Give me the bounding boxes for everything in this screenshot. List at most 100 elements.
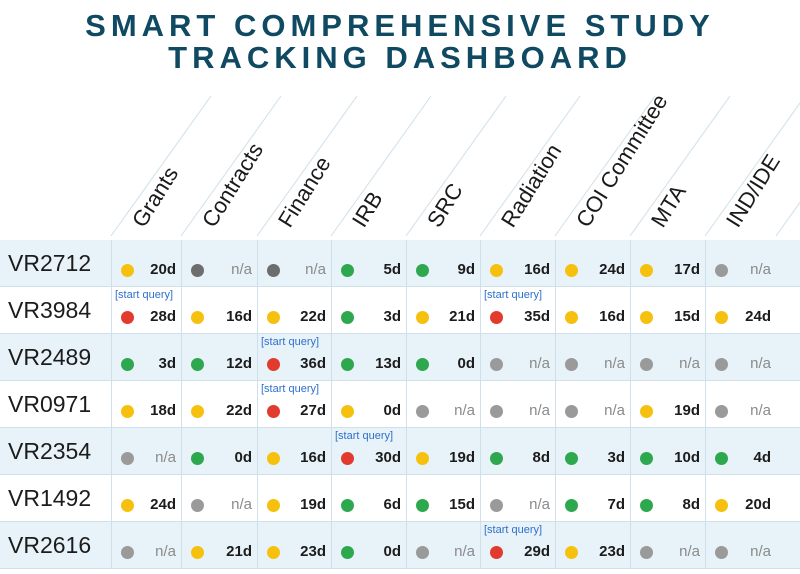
days-value: 0d	[234, 449, 252, 466]
status-cell: 0d	[406, 334, 481, 380]
days-value: n/a	[155, 449, 176, 466]
status-cell: [start query] 28d	[111, 287, 182, 333]
status-dot-icon	[267, 358, 280, 371]
days-value: 4d	[753, 449, 771, 466]
status-dot-icon	[715, 499, 728, 512]
days-value: n/a	[679, 543, 700, 560]
days-value: 22d	[226, 402, 252, 419]
row-divider	[0, 380, 800, 381]
status-cell: n/a	[480, 381, 556, 427]
status-dot-icon	[191, 264, 204, 277]
days-value: n/a	[604, 402, 625, 419]
study-id: VR2354	[8, 438, 92, 464]
status-cell: 18d	[111, 381, 182, 427]
days-value: 0d	[383, 402, 401, 419]
status-dot-icon	[121, 452, 134, 465]
status-dot-icon	[267, 405, 280, 418]
days-value: 15d	[449, 496, 475, 513]
status-cell: n/a	[630, 522, 706, 568]
status-dot-icon	[416, 311, 429, 324]
start-query-link[interactable]: [start query]	[335, 430, 394, 442]
status-cell: [start query] 30d	[331, 428, 407, 474]
status-cell: n/a	[555, 381, 631, 427]
study-id: VR1492	[8, 485, 92, 511]
days-value: 7d	[607, 496, 625, 513]
days-value: 29d	[524, 543, 550, 560]
status-cell: 0d	[331, 381, 407, 427]
status-dot-icon	[121, 264, 134, 277]
start-query-link[interactable]: [start query]	[261, 336, 320, 348]
status-dot-icon	[490, 264, 503, 277]
start-query-link[interactable]: [start query]	[484, 289, 543, 301]
status-cell: n/a	[406, 522, 481, 568]
days-value: 8d	[532, 449, 550, 466]
days-value: 16d	[524, 261, 550, 278]
days-value: 15d	[674, 308, 700, 325]
days-value: n/a	[604, 355, 625, 372]
start-query-link[interactable]: [start query]	[484, 524, 543, 536]
status-cell: 10d	[630, 428, 706, 474]
status-cell: n/a	[555, 334, 631, 380]
status-cell: n/a	[630, 334, 706, 380]
table-row: VR2712 20d n/a n/a 5d 9d 16d 24d 17d n/a	[0, 240, 800, 286]
status-cell: 21d	[406, 287, 481, 333]
status-dot-icon	[715, 264, 728, 277]
start-query-link[interactable]: [start query]	[261, 383, 320, 395]
status-cell: 20d	[111, 240, 182, 286]
days-value: 30d	[375, 449, 401, 466]
days-value: 3d	[607, 449, 625, 466]
status-dot-icon	[267, 546, 280, 559]
days-value: n/a	[231, 261, 252, 278]
page-title-line-2: TRACKING DASHBOARD	[168, 40, 632, 75]
status-dot-icon	[191, 358, 204, 371]
status-dot-icon	[267, 452, 280, 465]
status-dot-icon	[267, 264, 280, 277]
status-cell: [start query] 35d	[480, 287, 556, 333]
days-value: 22d	[300, 308, 326, 325]
status-cell: 12d	[181, 334, 258, 380]
days-value: n/a	[750, 402, 771, 419]
days-value: 24d	[150, 496, 176, 513]
status-cell: 8d	[480, 428, 556, 474]
status-dot-icon	[191, 546, 204, 559]
page-title-line-1: SMART COMPREHENSIVE STUDY	[85, 8, 715, 43]
status-dot-icon	[715, 311, 728, 324]
status-dot-icon	[121, 358, 134, 371]
status-dot-icon	[121, 546, 134, 559]
status-dot-icon	[416, 499, 429, 512]
status-cell: 15d	[406, 475, 481, 521]
status-dot-icon	[565, 405, 578, 418]
column-header-src: SRC	[421, 178, 468, 232]
days-value: n/a	[155, 543, 176, 560]
status-cell: n/a	[705, 381, 777, 427]
row-divider	[0, 474, 800, 475]
table-row: VR2616 n/a 21d 23d 0d n/a [start query] 29d 23d n…	[0, 522, 800, 568]
status-cell: 0d	[181, 428, 258, 474]
days-value: 19d	[674, 402, 700, 419]
status-dot-icon	[715, 546, 728, 559]
status-cell: 16d	[181, 287, 258, 333]
table-row: VR2489 3d 12d [start query] 36d 13d 0d n/a n/a n/…	[0, 334, 800, 380]
column-header-grants: Grants	[126, 162, 184, 232]
status-dot-icon	[490, 499, 503, 512]
days-value: n/a	[529, 402, 550, 419]
days-value: 20d	[745, 496, 771, 513]
status-dot-icon	[490, 546, 503, 559]
study-id: VR2616	[8, 532, 92, 558]
status-cell: n/a	[257, 240, 332, 286]
status-cell: 16d	[555, 287, 631, 333]
status-dot-icon	[640, 358, 653, 371]
status-cell: 23d	[555, 522, 631, 568]
status-dot-icon	[416, 452, 429, 465]
status-dot-icon	[640, 452, 653, 465]
status-cell: n/a	[111, 522, 182, 568]
start-query-link[interactable]: [start query]	[115, 289, 174, 301]
column-header-finance: Finance	[272, 151, 336, 232]
status-dot-icon	[341, 405, 354, 418]
status-dot-icon	[121, 405, 134, 418]
status-dot-icon	[416, 358, 429, 371]
status-cell: n/a	[705, 240, 777, 286]
status-dot-icon	[640, 499, 653, 512]
status-cell: 15d	[630, 287, 706, 333]
status-cell: 0d	[331, 522, 407, 568]
